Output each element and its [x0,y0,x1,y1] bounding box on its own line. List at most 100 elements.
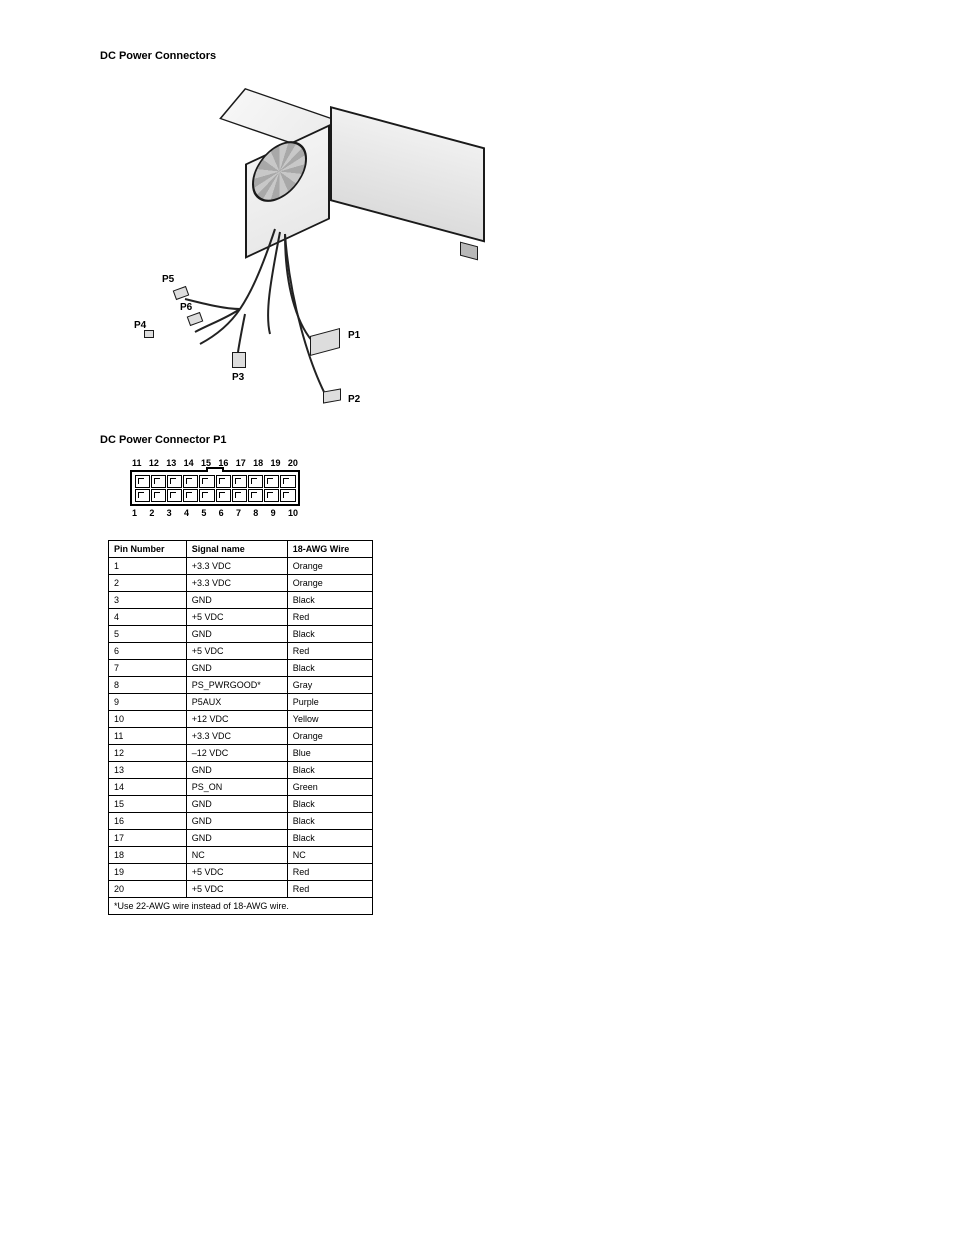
table-row: 7GNDBlack [109,660,373,677]
table-cell: +3.3 VDC [186,558,287,575]
pin-num: 1 [132,508,137,518]
pin-num: 4 [184,508,189,518]
table-cell: +3.3 VDC [186,728,287,745]
table-row: 2+3.3 VDCOrange [109,575,373,592]
figure-title-connectors: DC Power Connectors [100,50,854,62]
table-cell: 3 [109,592,187,609]
table-cell: Orange [287,728,372,745]
pin-num: 18 [253,458,263,468]
table-row: 4+5 VDCRed [109,609,373,626]
pin-num: 3 [167,508,172,518]
pin-num: 2 [149,508,154,518]
cable-paths [130,74,490,414]
table-row: 5GNDBlack [109,626,373,643]
table-row: 13GNDBlack [109,762,373,779]
table-cell: 4 [109,609,187,626]
table-cell: GND [186,830,287,847]
col-signal-name: Signal name [186,541,287,558]
pin-num: 12 [149,458,159,468]
table-cell: GND [186,660,287,677]
table-cell: 8 [109,677,187,694]
table-cell: GND [186,813,287,830]
table-cell: 18 [109,847,187,864]
table-cell: Black [287,813,372,830]
table-cell: +5 VDC [186,864,287,881]
table-cell: GND [186,592,287,609]
pin-row-bottom [134,488,296,502]
table-cell: NC [287,847,372,864]
label-p3: P3 [232,372,244,383]
table-row: 19+5 VDCRed [109,864,373,881]
col-wire: 18-AWG Wire [287,541,372,558]
table-row: 20+5 VDCRed [109,881,373,898]
table-row: 3GNDBlack [109,592,373,609]
table-cell: 10 [109,711,187,728]
table-cell: 2 [109,575,187,592]
table-cell: Green [287,779,372,796]
table-cell: GND [186,762,287,779]
connector-p3 [232,352,246,368]
table-cell: GND [186,796,287,813]
pin-num: 7 [236,508,241,518]
document-page: DC Power Connectors [0,0,954,975]
table-cell: Black [287,796,372,813]
table-cell: Black [287,592,372,609]
label-p5: P5 [162,274,174,285]
pin-num: 17 [236,458,246,468]
table-row: 16GNDBlack [109,813,373,830]
table-cell: Yellow [287,711,372,728]
table-cell: Black [287,762,372,779]
table-cell: Red [287,864,372,881]
table-row: 8PS_PWRGOOD*Gray [109,677,373,694]
table-cell: 17 [109,830,187,847]
table-cell: +5 VDC [186,881,287,898]
table-cell: Blue [287,745,372,762]
label-p4: P4 [134,320,146,331]
table-cell: +3.3 VDC [186,575,287,592]
connector-key-icon [206,467,224,472]
table-cell: GND [186,626,287,643]
connector-p4 [144,330,154,338]
table-cell: 12 [109,745,187,762]
pin-num: 14 [184,458,194,468]
table-row: 10+12 VDCYellow [109,711,373,728]
pin-numbers-bottom: 1 2 3 4 5 6 7 8 9 10 [130,508,300,518]
table-cell: 16 [109,813,187,830]
table-cell: +5 VDC [186,643,287,660]
table-cell: P5AUX [186,694,287,711]
pin-assignment-table: Pin Number Signal name 18-AWG Wire 1+3.3… [108,540,373,915]
table-footnote: *Use 22-AWG wire instead of 18-AWG wire. [109,898,373,915]
pinout-figure: 11 12 13 14 15 16 17 18 19 20 1 2 3 [130,458,300,518]
figure-title-p1: DC Power Connector P1 [100,434,854,446]
table-row: 12–12 VDCBlue [109,745,373,762]
table-cell: Red [287,881,372,898]
connector-shell [130,470,300,506]
table-row: 14PS_ONGreen [109,779,373,796]
table-row: 18NCNC [109,847,373,864]
pin-num: 8 [253,508,258,518]
table-cell: 20 [109,881,187,898]
table-cell: 1 [109,558,187,575]
pin-num: 9 [271,508,276,518]
col-pin-number: Pin Number [109,541,187,558]
table-cell: +5 VDC [186,609,287,626]
table-row: 17GNDBlack [109,830,373,847]
table-cell: PS_ON [186,779,287,796]
table-cell: Black [287,830,372,847]
label-p1: P1 [348,330,360,341]
table-row: 11+3.3 VDCOrange [109,728,373,745]
table-cell: –12 VDC [186,745,287,762]
table-cell: 9 [109,694,187,711]
label-p2: P2 [348,394,360,405]
table-row: 15GNDBlack [109,796,373,813]
pin-row-top [134,474,296,488]
table-row: 1+3.3 VDCOrange [109,558,373,575]
table-row: 6+5 VDCRed [109,643,373,660]
table-cell: 13 [109,762,187,779]
table-cell: 11 [109,728,187,745]
table-cell: Black [287,660,372,677]
table-cell: 14 [109,779,187,796]
psu-figure: P1 P2 P3 P4 P5 P6 [130,74,490,414]
table-cell: 5 [109,626,187,643]
table-cell: PS_PWRGOOD* [186,677,287,694]
